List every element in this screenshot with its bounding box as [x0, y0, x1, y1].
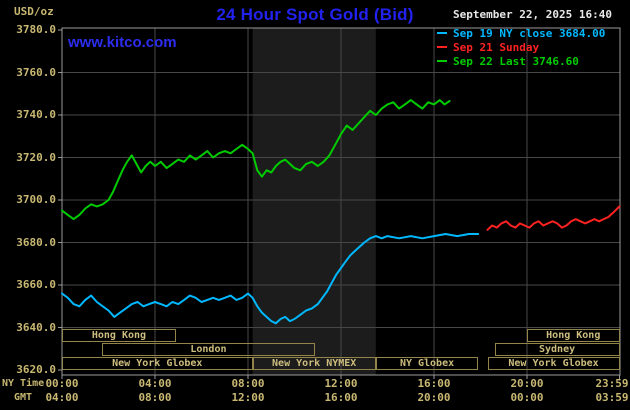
- nymex-session-band: [252, 28, 376, 375]
- series-sep19-line: [61, 233, 480, 325]
- session-new-york-globex: New York Globex: [62, 357, 253, 370]
- x-tick-ny-label: 23:59: [595, 377, 629, 390]
- legend: Sep 19 NY close 3684.00 Sep 21 Sunday Sep …: [437, 26, 605, 68]
- session-label: Hong Kong: [546, 330, 601, 341]
- x-tick-ny-label: 16:00: [417, 377, 451, 390]
- x-tick-ny-label: 20:00: [510, 377, 544, 390]
- session-new-york-globex: New York Globex: [487, 357, 620, 370]
- session-hong-kong: Hong Kong: [527, 329, 620, 342]
- ny-time-axis-label: NY Time: [2, 378, 45, 389]
- x-tick-ny-label: 04:00: [138, 377, 172, 390]
- session-label: New York Globex: [508, 358, 599, 369]
- legend-text: Sep 22 Last 3746.60: [453, 54, 579, 68]
- legend-item-sep19: Sep 19 NY close 3684.00: [437, 26, 605, 40]
- x-tick-ny-label: 00:00: [45, 377, 79, 390]
- legend-dash-icon: [437, 46, 447, 48]
- x-tick-gmt-label: 08:00: [138, 391, 172, 404]
- x-tick-gmt-label: 20:00: [417, 391, 451, 404]
- series-sep22-line: [61, 99, 451, 221]
- y-axis-unit: USD/oz: [14, 5, 54, 18]
- chart-datetime: September 22, 2025 16:40: [453, 8, 612, 21]
- legend-item-sep22: Sep 22 Last 3746.60: [437, 54, 605, 68]
- session-label: Hong Kong: [91, 330, 147, 341]
- y-tick-label: 3620.0: [16, 363, 56, 376]
- session-ny-globex: NY Globex: [375, 357, 479, 370]
- x-tick-gmt-label: 16:00: [324, 391, 358, 404]
- chart-title: 24 Hour Spot Gold (Bid): [216, 5, 414, 24]
- series-sep21-line: [486, 205, 621, 231]
- x-tick-gmt-label: 00:00: [510, 391, 544, 404]
- x-tick-gmt-label: 03:59: [595, 391, 629, 404]
- legend-text: Sep 19 NY close 3684.00: [453, 26, 606, 40]
- y-tick-label: 3780.0: [16, 23, 56, 36]
- y-tick-label: 3660.0: [16, 278, 56, 291]
- y-tick-label: 3760.0: [16, 65, 56, 79]
- legend-dash-icon: [437, 60, 447, 62]
- session-label: New York NYMEX: [272, 358, 357, 369]
- y-tick-label: 3640.0: [16, 320, 56, 334]
- x-tick-ny-label: 08:00: [231, 377, 265, 390]
- session-label: New York Globex: [112, 358, 203, 369]
- session-new-york-nymex: New York NYMEX: [252, 357, 376, 370]
- y-tick-label: 3720.0: [16, 150, 56, 164]
- legend-dash-icon: [437, 32, 447, 34]
- legend-item-sep21: Sep 21 Sunday: [437, 40, 605, 54]
- x-tick-ny-label: 12:00: [324, 377, 358, 390]
- legend-text: Sep 21 Sunday: [453, 40, 540, 54]
- session-label: NY Globex: [399, 358, 455, 369]
- y-tick-label: 3680.0: [16, 235, 56, 249]
- y-tick-label: 3700.0: [16, 193, 56, 206]
- kitco-link[interactable]: www.kitco.com: [68, 34, 177, 51]
- session-label: Sydney: [538, 344, 576, 355]
- y-tick-label: 3740.0: [16, 108, 56, 121]
- gmt-axis-label: GMT: [14, 392, 33, 403]
- x-tick-gmt-label: 12:00: [231, 391, 265, 404]
- x-tick-gmt-label: 04:00: [45, 391, 79, 404]
- session-hong-kong: Hong Kong: [62, 329, 176, 342]
- session-sydney: Sydney: [494, 343, 620, 356]
- session-london: London: [101, 343, 316, 356]
- session-label: London: [190, 344, 227, 355]
